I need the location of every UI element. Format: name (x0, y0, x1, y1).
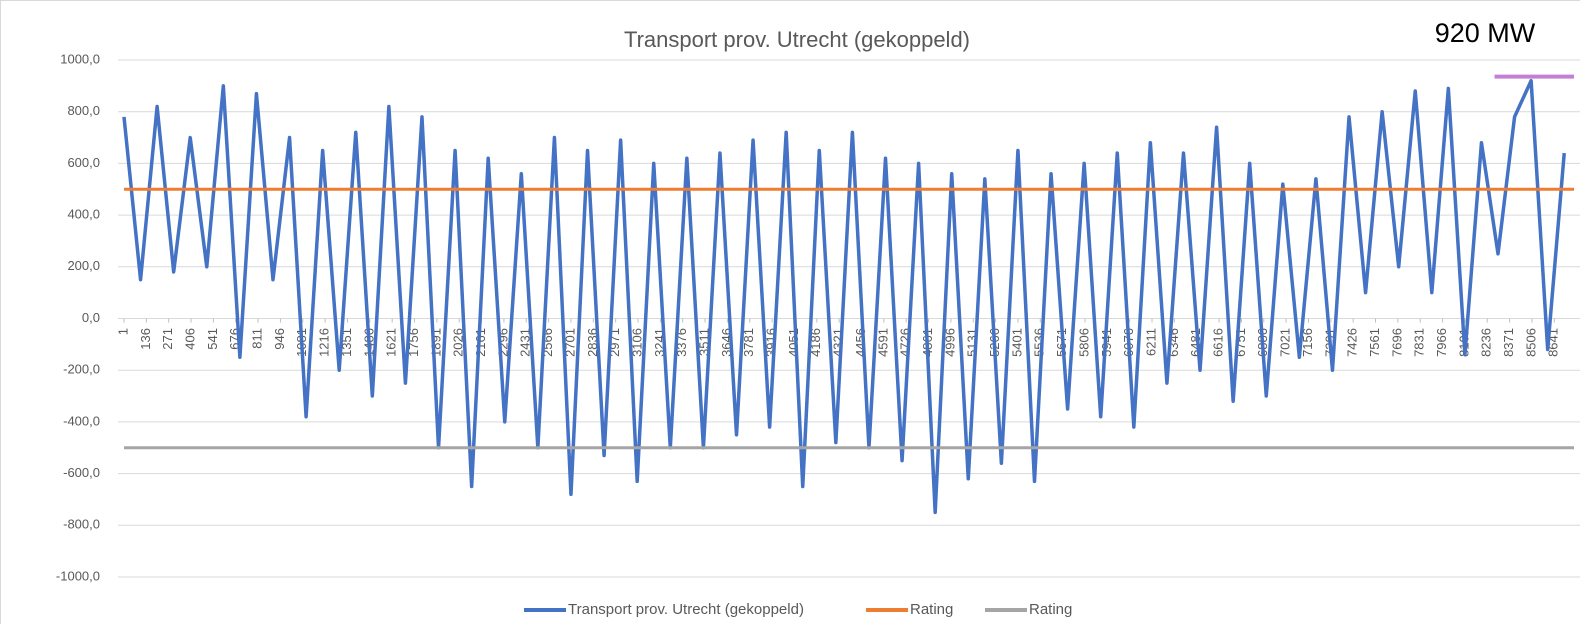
x-tick-label: 8236 (1479, 328, 1494, 357)
x-tick-label: 1216 (317, 328, 332, 357)
x-tick-label: 4591 (875, 328, 890, 357)
x-tick-label: 7561 (1367, 328, 1382, 357)
y-tick-label: -1000,0 (56, 568, 100, 583)
x-tick-label: 6616 (1211, 328, 1226, 357)
x-tick-label: 946 (272, 328, 287, 350)
x-tick-label: 7426 (1345, 328, 1360, 357)
x-tick-label: 8371 (1501, 328, 1516, 357)
x-tick-label: 5536 (1032, 328, 1047, 357)
x-tick-label: 2026 (451, 328, 466, 357)
y-tick-label: -400,0 (63, 413, 100, 428)
x-tick-label: 406 (182, 328, 197, 350)
y-tick-label: 1000,0 (60, 51, 100, 66)
y-tick-label: 600,0 (67, 155, 100, 170)
x-tick-label: 3781 (741, 328, 756, 357)
x-tick-label: 8506 (1523, 328, 1538, 357)
legend-label: Rating (910, 601, 953, 618)
x-tick-label: 4996 (942, 328, 957, 357)
x-tick-label: 5401 (1009, 328, 1024, 357)
y-tick-label: -600,0 (63, 465, 100, 480)
y-tick-label: 800,0 (67, 103, 100, 118)
y-tick-label: 400,0 (67, 207, 100, 222)
x-tick-label: 136 (138, 328, 153, 350)
legend-label: Rating (1029, 601, 1072, 618)
x-tick-label: 7156 (1300, 328, 1315, 357)
y-tick-label: -200,0 (63, 362, 100, 377)
x-tick-label: 7021 (1278, 328, 1293, 357)
y-tick-label: -800,0 (63, 517, 100, 532)
x-tick-label: 1 (115, 328, 130, 335)
x-tick-label: 271 (160, 328, 175, 350)
x-tick-label: 1621 (384, 328, 399, 357)
x-tick-label: 2701 (562, 328, 577, 357)
x-tick-label: 2431 (518, 328, 533, 357)
y-tick-label: 200,0 (67, 258, 100, 273)
x-tick-label: 3106 (629, 328, 644, 357)
chart-title: Transport prov. Utrecht (gekoppeld) (624, 27, 970, 52)
x-tick-label: 541 (205, 328, 220, 350)
x-tick-label: 5806 (1076, 328, 1091, 357)
x-tick-label: 811 (250, 328, 265, 349)
x-tick-label: 7696 (1389, 328, 1404, 357)
x-tick-label: 7966 (1434, 328, 1449, 357)
x-tick-label: 4186 (808, 328, 823, 357)
y-tick-label: 0,0 (82, 310, 100, 325)
x-tick-label: 7831 (1412, 328, 1427, 357)
x-tick-label: 1891 (428, 328, 443, 357)
annotation-label: 920 MW (1435, 18, 1536, 48)
x-tick-label: 6211 (1143, 328, 1158, 356)
x-tick-label: 4051 (786, 328, 801, 357)
legend-label: Transport prov. Utrecht (gekoppeld) (568, 601, 804, 618)
data-line (122, 78, 1566, 515)
